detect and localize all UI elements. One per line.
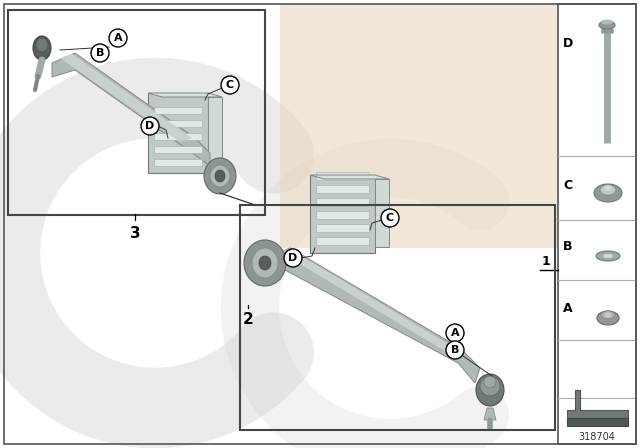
Text: C: C: [386, 213, 394, 223]
Bar: [8, 10, 265, 215]
Bar: [316, 172, 369, 180]
Bar: [558, 4, 636, 444]
Ellipse shape: [259, 256, 271, 270]
Circle shape: [91, 44, 109, 62]
Ellipse shape: [597, 311, 619, 325]
Circle shape: [446, 324, 464, 342]
Text: A: A: [114, 33, 122, 43]
Circle shape: [284, 249, 302, 267]
Ellipse shape: [601, 311, 615, 319]
Ellipse shape: [36, 38, 48, 52]
Polygon shape: [148, 93, 222, 97]
Ellipse shape: [600, 185, 616, 195]
Bar: [240, 205, 555, 430]
Text: B: B: [451, 345, 459, 355]
Text: D: D: [145, 121, 155, 131]
Polygon shape: [280, 249, 458, 353]
Circle shape: [141, 117, 159, 135]
Polygon shape: [52, 53, 210, 166]
Bar: [154, 159, 202, 166]
Polygon shape: [60, 54, 192, 142]
Ellipse shape: [601, 20, 613, 25]
Ellipse shape: [605, 313, 611, 318]
Text: B: B: [96, 48, 104, 58]
Bar: [375, 179, 389, 247]
Ellipse shape: [33, 36, 51, 60]
Polygon shape: [272, 248, 480, 383]
Polygon shape: [484, 408, 496, 420]
Text: D: D: [563, 36, 573, 49]
Ellipse shape: [599, 21, 615, 29]
Text: C: C: [226, 80, 234, 90]
Polygon shape: [280, 4, 558, 248]
Text: 3: 3: [130, 226, 140, 241]
Text: 318704: 318704: [579, 432, 616, 442]
Ellipse shape: [204, 158, 236, 194]
Polygon shape: [567, 390, 628, 418]
Bar: [8, 10, 265, 215]
Text: D: D: [289, 253, 298, 263]
Ellipse shape: [484, 376, 496, 388]
Circle shape: [446, 341, 464, 359]
Ellipse shape: [604, 185, 612, 191]
Bar: [316, 185, 369, 193]
Bar: [567, 418, 628, 426]
Circle shape: [109, 29, 127, 47]
Ellipse shape: [596, 251, 620, 261]
Ellipse shape: [215, 170, 225, 182]
Bar: [316, 224, 369, 232]
Circle shape: [381, 209, 399, 227]
Ellipse shape: [252, 248, 278, 278]
Ellipse shape: [602, 254, 614, 258]
Circle shape: [221, 76, 239, 94]
Text: 2: 2: [243, 312, 253, 327]
Text: C: C: [563, 178, 572, 191]
Bar: [148, 93, 208, 173]
Text: 1: 1: [542, 255, 551, 268]
Bar: [208, 97, 222, 167]
Bar: [316, 198, 369, 206]
Ellipse shape: [244, 240, 286, 286]
Text: B: B: [563, 240, 573, 253]
Ellipse shape: [476, 374, 504, 406]
Bar: [154, 146, 202, 153]
Polygon shape: [310, 175, 389, 179]
Ellipse shape: [480, 376, 500, 396]
Ellipse shape: [210, 165, 230, 187]
Bar: [316, 237, 369, 245]
Bar: [310, 175, 375, 253]
Ellipse shape: [594, 184, 622, 202]
Bar: [154, 133, 202, 140]
Text: A: A: [563, 302, 573, 314]
Bar: [154, 120, 202, 127]
Bar: [316, 211, 369, 219]
Bar: [154, 107, 202, 114]
Text: A: A: [451, 328, 460, 338]
